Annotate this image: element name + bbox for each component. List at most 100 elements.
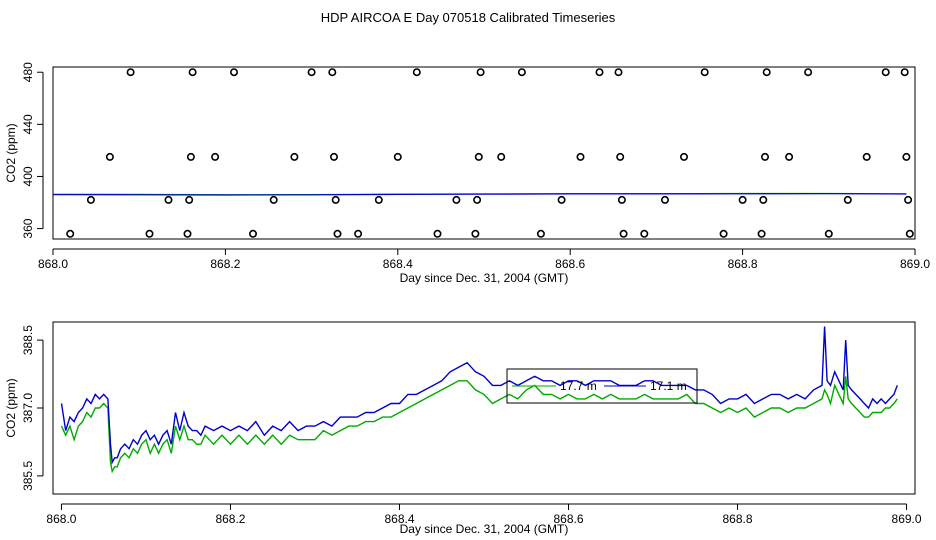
- bottom-y-axis: 385.5 387.0 388.5: [21, 325, 44, 491]
- scatter-point: [804, 68, 813, 77]
- scatter-point: [211, 152, 220, 161]
- scatter-point: [738, 195, 747, 204]
- top-x-tick-label: 869.0: [900, 257, 930, 271]
- bottom-line-panel: 868.0 868.2 868.4 868.6 868.8 869.0 385.5 387.…: [4, 321, 922, 536]
- scatter-point: [902, 152, 911, 161]
- scatter-point: [700, 68, 709, 77]
- scatter-point: [614, 68, 623, 77]
- legend-label-green: 17.7 m: [560, 379, 597, 393]
- bottom-y-tick-label: 387.0: [21, 393, 35, 423]
- series-line-green: [60, 376, 898, 474]
- bottom-series-lines: [60, 326, 898, 474]
- scatter-point: [785, 152, 794, 161]
- top-y-tick-label: 480: [21, 62, 35, 82]
- scatter-point: [145, 229, 154, 238]
- bottom-x-axis-label: Day since Dec. 31, 2004 (GMT): [400, 522, 569, 536]
- bottom-x-tick-label: 869.0: [892, 512, 922, 526]
- scatter-point: [679, 152, 688, 161]
- figure-title: HDP AIRCOA E Day 070518 Calibrated Times…: [321, 10, 616, 25]
- scatter-point: [307, 68, 316, 77]
- top-y-tick-label: 360: [21, 218, 35, 238]
- scatter-point: [476, 68, 485, 77]
- top-x-axis: 868.0 868.2 868.4 868.6 868.8 869.0: [38, 248, 930, 271]
- bottom-y-tick-label: 385.5: [21, 461, 35, 491]
- scatter-point: [760, 152, 769, 161]
- scatter-point: [433, 229, 442, 238]
- scatter-point: [497, 152, 506, 161]
- scatter-point: [269, 195, 278, 204]
- top-x-tick-label: 868.2: [210, 257, 240, 271]
- scatter-point: [759, 195, 768, 204]
- top-series-lines: [52, 192, 907, 196]
- top-scatter-points: [66, 68, 914, 238]
- scatter-point: [290, 152, 299, 161]
- scatter-point: [331, 195, 340, 204]
- scatter-point: [824, 229, 833, 238]
- bottom-y-tick-label: 388.5: [21, 325, 35, 355]
- scatter-point: [471, 229, 480, 238]
- top-y-axis: 360 400 440 480: [21, 62, 44, 239]
- scatter-point: [393, 152, 402, 161]
- top-x-tick-label: 868.0: [38, 257, 68, 271]
- scatter-point: [616, 152, 625, 161]
- scatter-point: [412, 68, 421, 77]
- scatter-point: [328, 68, 337, 77]
- scatter-point: [66, 229, 75, 238]
- legend-label-blue: 17.1 m: [650, 379, 687, 393]
- top-y-axis-label: CO2 (ppm): [4, 123, 18, 182]
- scatter-point: [249, 229, 258, 238]
- scatter-point: [105, 152, 114, 161]
- scatter-point: [473, 195, 482, 204]
- scatter-point: [517, 68, 526, 77]
- scatter-point: [660, 195, 669, 204]
- scatter-point: [900, 68, 909, 77]
- legend-box: [506, 368, 698, 404]
- bottom-x-tick-label: 868.0: [46, 512, 76, 526]
- scatter-point: [640, 229, 649, 238]
- scatter-point: [230, 68, 239, 77]
- scatter-point: [164, 195, 173, 204]
- top-y-tick-label: 400: [21, 166, 35, 186]
- scatter-point: [719, 229, 728, 238]
- series-line-blue: [60, 326, 898, 465]
- scatter-point: [126, 68, 135, 77]
- scatter-point: [757, 229, 766, 238]
- top-series-line: [52, 193, 907, 196]
- top-scatter-panel: 868.0 868.2 868.4 868.6 868.8 869.0 360 400 440…: [4, 62, 930, 285]
- top-x-tick-label: 868.8: [728, 257, 758, 271]
- scatter-point: [452, 195, 461, 204]
- top-x-tick-label: 868.6: [555, 257, 585, 271]
- bottom-x-tick-label: 868.6: [553, 512, 583, 526]
- top-x-tick-label: 868.4: [383, 257, 413, 271]
- scatter-point: [474, 152, 483, 161]
- bottom-y-axis-label: CO2 (ppm): [4, 378, 18, 437]
- scatter-point: [843, 195, 852, 204]
- top-x-axis-label: Day since Dec. 31, 2004 (GMT): [400, 271, 569, 285]
- scatter-point: [536, 229, 545, 238]
- scatter-point: [354, 229, 363, 238]
- bottom-x-tick-label: 868.8: [723, 512, 753, 526]
- bottom-x-tick-label: 868.4: [384, 512, 414, 526]
- scatter-point: [183, 229, 192, 238]
- scatter-point: [619, 229, 628, 238]
- scatter-point: [188, 68, 197, 77]
- scatter-point: [905, 229, 914, 238]
- bottom-x-axis: 868.0 868.2 868.4 868.6 868.8 869.0: [46, 503, 922, 526]
- scatter-point: [576, 152, 585, 161]
- scatter-point: [329, 152, 338, 161]
- scatter-point: [374, 195, 383, 204]
- scatter-point: [904, 195, 913, 204]
- legend: 17.7 m 17.1 m: [506, 368, 698, 404]
- scatter-point: [557, 195, 566, 204]
- scatter-point: [333, 229, 342, 238]
- scatter-point: [881, 68, 890, 77]
- scatter-point: [862, 152, 871, 161]
- scatter-point: [762, 68, 771, 77]
- scatter-point: [86, 195, 95, 204]
- top-plot-box: [52, 66, 916, 240]
- bottom-x-tick-label: 868.2: [215, 512, 245, 526]
- top-y-tick-label: 440: [21, 114, 35, 134]
- scatter-point: [185, 195, 194, 204]
- bottom-plot-box: [52, 321, 916, 495]
